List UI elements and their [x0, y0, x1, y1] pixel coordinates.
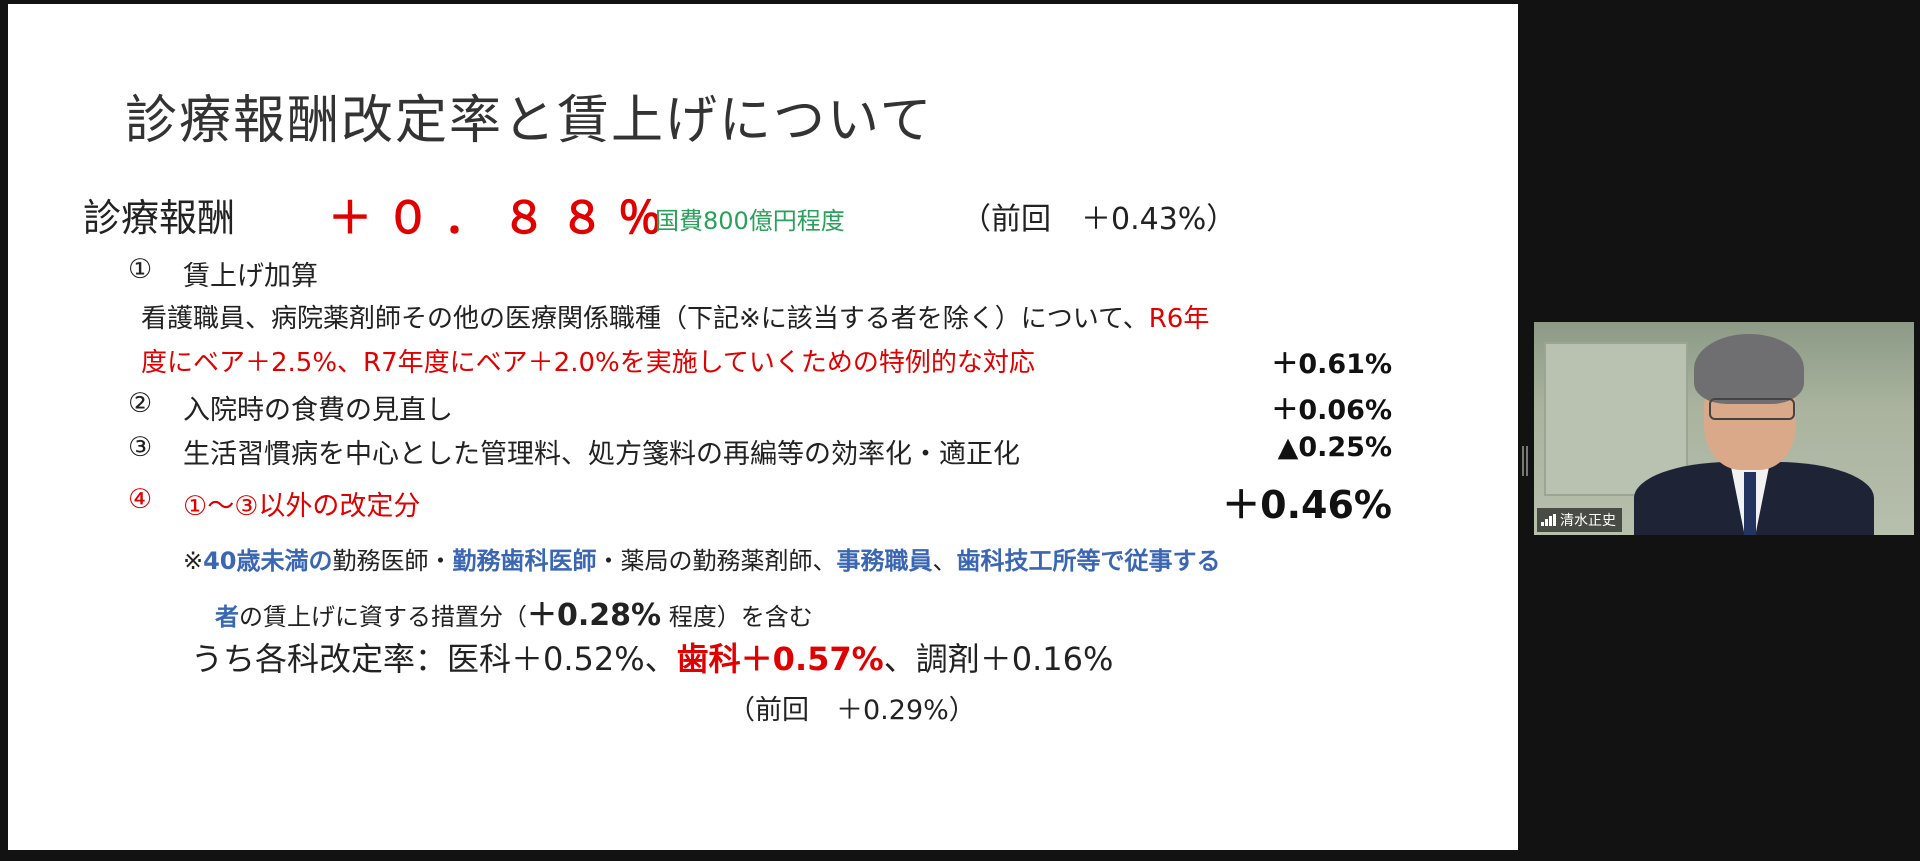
note-line2: 者の賃上げに資する措置分（＋0.28% 程度）を含む [215, 590, 813, 634]
rates-text: 、調剤＋0.16% [883, 640, 1114, 678]
rates-dental: 歯科＋0.57% [676, 640, 884, 678]
department-rates: うち各科改定率：医科＋0.52%、歯科＋0.57%、調剤＋0.16% [191, 634, 1113, 680]
panel-resize-handle[interactable] [1522, 446, 1528, 476]
participant-tie [1744, 472, 1756, 535]
item1-description-line2: 度にベア＋2.5%、R7年度にベア＋2.0%を実施していくための特例的な対応 [141, 348, 1035, 378]
item-value: ＋0.46% [1222, 483, 1392, 527]
rates-previous: （前回 ＋0.29%） [728, 695, 976, 726]
note-highlight: 勤務歯科医師 [452, 547, 597, 575]
participant-hair [1694, 334, 1804, 404]
note-highlight: 歯科技工所等で従事する [956, 547, 1221, 575]
note-text: 程度）を含む [661, 603, 813, 631]
note-text: の賃上げに資する措置分（ [239, 603, 527, 631]
note-value: ＋0.28% [527, 598, 662, 633]
main-label: 診療報酬 [83, 196, 236, 240]
background-wall [1544, 342, 1688, 496]
note-highlight: 者 [215, 603, 239, 631]
main-value: ＋０．８８％ [328, 193, 676, 244]
item-value: ＋0.06% [1271, 395, 1392, 426]
item-text: 生活習慣病を中心とした管理料、処方箋料の再編等の効率化・適正化 [183, 439, 1020, 470]
main-previous: （前回 ＋0.43%） [961, 202, 1237, 237]
slide-title: 診療報酬改定率と賃上げについて [125, 91, 934, 151]
note-text: 勤務医師・ [332, 547, 453, 575]
item-number: ① [128, 254, 153, 285]
participant-video[interactable]: 清水正史 [1534, 322, 1914, 535]
note-line1: ※40歳未満の勤務医師・勤務歯科医師・薬局の勤務薬剤師、事務職員、歯科技工所等で… [183, 541, 1221, 576]
note-highlight: 40歳未満の [203, 547, 333, 575]
desc-text: 看護職員、病院薬剤師その他の医療関係職種（下記※に該当する者を除く）について、 [141, 304, 1149, 334]
item-text: ①〜③以外の改定分 [183, 491, 421, 522]
main-note: 国費800億円程度 [655, 207, 845, 235]
item-value: ▲0.25% [1277, 432, 1392, 463]
rates-text: うち各科改定率：医科＋0.52%、 [191, 640, 677, 678]
shared-slide: 診療報酬改定率と賃上げについて 診療報酬 ＋０．８８％ 国費800億円程度 （前… [8, 4, 1518, 850]
participant-name-tag: 清水正史 [1537, 508, 1622, 532]
note-mark: ※ [183, 547, 204, 575]
item-number: ④ [128, 484, 153, 515]
desc-text-red: R6年 [1148, 304, 1210, 334]
note-text: 、 [932, 547, 957, 575]
item1-description-line1: 看護職員、病院薬剤師その他の医療関係職種（下記※に該当する者を除く）について、R… [141, 298, 1209, 335]
item-text: 賃上げ加算 [183, 261, 318, 292]
signal-icon [1541, 514, 1556, 526]
note-text: ・薬局の勤務薬剤師、 [596, 547, 837, 575]
note-highlight: 事務職員 [836, 547, 933, 575]
participant-glasses [1709, 398, 1795, 420]
item-number: ③ [128, 432, 153, 463]
item-number: ② [128, 388, 153, 419]
item-text: 入院時の食費の見直し [183, 395, 453, 426]
participant-name: 清水正史 [1560, 513, 1616, 529]
item1-value: ＋0.61% [1271, 349, 1392, 380]
